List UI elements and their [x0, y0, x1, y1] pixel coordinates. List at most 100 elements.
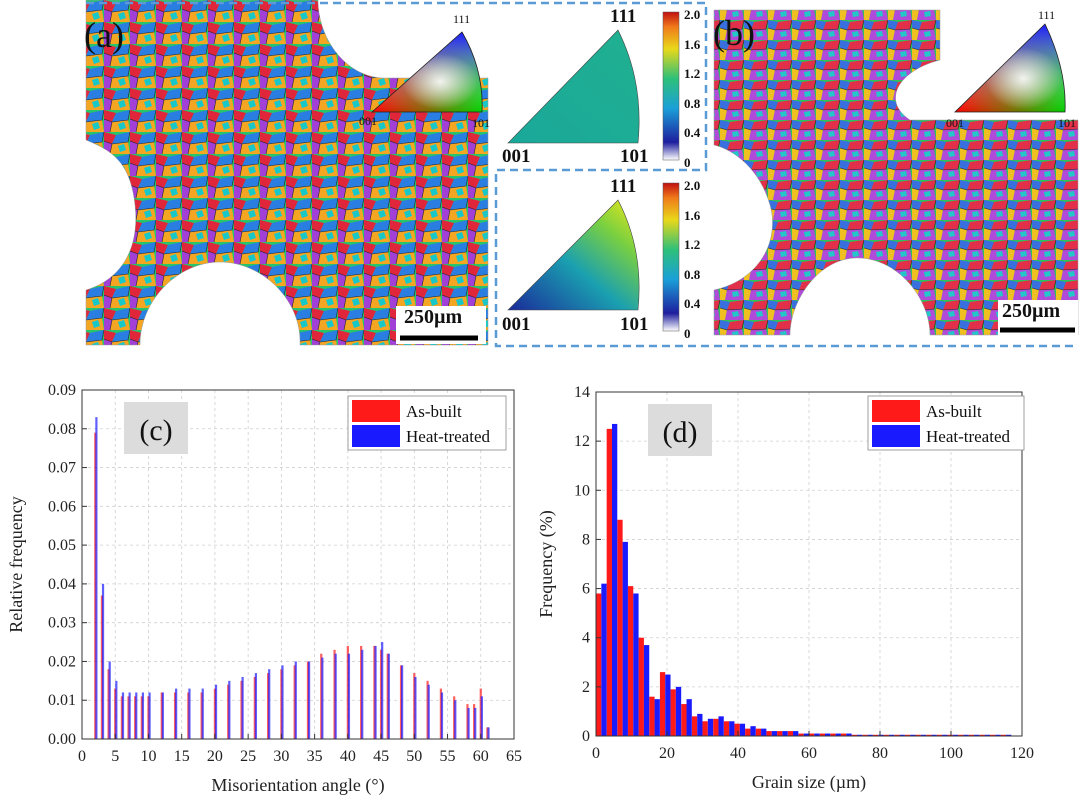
ipf-a-001: 001	[359, 114, 377, 128]
bar	[643, 645, 650, 736]
bar	[1000, 734, 1007, 736]
bar	[188, 688, 191, 739]
bar	[675, 686, 682, 736]
bar	[803, 733, 809, 736]
bar	[755, 728, 762, 736]
bar	[846, 733, 852, 736]
bar	[268, 669, 271, 739]
bar	[894, 734, 900, 736]
bar	[851, 734, 857, 736]
panel-label-box	[124, 402, 188, 454]
bar	[920, 734, 927, 736]
pf1-101: 101	[620, 146, 649, 167]
bar	[936, 734, 943, 736]
y-axis-label: Relative frequency	[6, 496, 26, 632]
tick-label-x: 50	[406, 748, 422, 765]
ipf-b-001: 001	[946, 116, 964, 130]
bar	[723, 721, 730, 736]
bar	[121, 692, 125, 739]
panel-label: (d)	[663, 416, 698, 449]
bar	[926, 734, 932, 736]
scalebar-label-a: 250µm	[404, 306, 463, 328]
colorbar-tick-label: 0	[684, 155, 691, 170]
bar	[809, 733, 815, 736]
bar	[361, 649, 364, 739]
bar	[707, 718, 714, 736]
bar	[819, 733, 825, 736]
bar	[1006, 734, 1012, 736]
tick-label-x: 40	[730, 745, 746, 762]
ebsd-map-a	[85, 0, 489, 346]
tick-label-y: 0.02	[48, 653, 76, 670]
bar	[942, 734, 948, 736]
bar	[958, 734, 964, 736]
bar	[596, 593, 602, 736]
tick-label-y: 0.07	[48, 460, 76, 477]
tick-label-x: 35	[307, 748, 323, 765]
bar	[649, 696, 655, 736]
bar	[161, 692, 164, 739]
bar	[990, 734, 996, 736]
bar	[654, 699, 660, 736]
chart-d: 0 20 40 60 80 100 120 0 2 4 6 8 10 12 14 Grain size (µm…	[536, 384, 1034, 793]
bar	[665, 674, 671, 736]
bar	[213, 688, 217, 739]
bar	[401, 665, 404, 739]
tick-label-x: 120	[1010, 745, 1034, 762]
bar	[374, 645, 377, 739]
bar	[467, 707, 470, 739]
bar	[947, 734, 953, 736]
bar	[777, 731, 783, 736]
bar	[734, 723, 740, 736]
x-axis-label: Misorientation angle (°)	[211, 775, 384, 796]
ipf-key-a	[370, 31, 483, 113]
bar	[952, 734, 959, 736]
plot-frame	[81, 389, 515, 740]
pole-figure-2	[507, 199, 640, 311]
bar	[878, 734, 884, 736]
y-axis-label: Frequency (%)	[536, 510, 557, 617]
bar	[294, 661, 297, 739]
ipf-b-101: 101	[1058, 116, 1076, 130]
bar	[487, 727, 490, 739]
bar	[761, 728, 767, 736]
bar	[739, 723, 746, 736]
bar	[414, 676, 417, 739]
colorbar-1-ticks: 2.0 1.6 1.2 0.8 0.4 0	[684, 7, 710, 170]
legend-label: As-built	[926, 402, 982, 421]
bar	[862, 734, 868, 736]
tick-label-y: 0.05	[48, 537, 76, 554]
bar	[787, 731, 794, 736]
colorbar-tick-label: 0.8	[684, 266, 701, 282]
pf1-111: 111	[610, 6, 637, 27]
ipf-a-101: 101	[472, 116, 490, 130]
tick-label-y: 8	[582, 531, 590, 548]
tick-label-y: 0.06	[48, 498, 76, 515]
top-figure	[85, 0, 1079, 348]
bar	[321, 657, 324, 739]
bar	[601, 583, 607, 736]
colorbar-tick-label: 1.2	[684, 237, 701, 253]
bar	[729, 721, 735, 736]
panel-label-a: (a)	[84, 15, 124, 55]
pf2-111: 111	[610, 176, 637, 197]
colorbar-2	[662, 182, 680, 332]
bar	[824, 733, 831, 736]
tick-label-y: 14	[574, 384, 590, 401]
colorbar-2-ticks: 2.0 1.6 1.2 0.8 0.4 0	[684, 178, 710, 341]
x-axis-label: Grain size (µm)	[752, 772, 866, 793]
bar	[750, 726, 756, 736]
legend-swatch	[872, 400, 920, 422]
ipf-key-b	[954, 23, 1066, 113]
bar	[622, 541, 628, 736]
tick-label-y: 0.00	[48, 731, 76, 748]
pf1-001: 001	[502, 146, 531, 167]
bar	[830, 733, 836, 736]
bar	[617, 519, 623, 736]
colorbar-tick-label: 2.0	[684, 178, 701, 193]
bar	[440, 692, 444, 739]
bar	[798, 733, 804, 736]
panel-label: (c)	[139, 414, 172, 447]
bar	[745, 728, 751, 736]
bar	[883, 734, 889, 736]
